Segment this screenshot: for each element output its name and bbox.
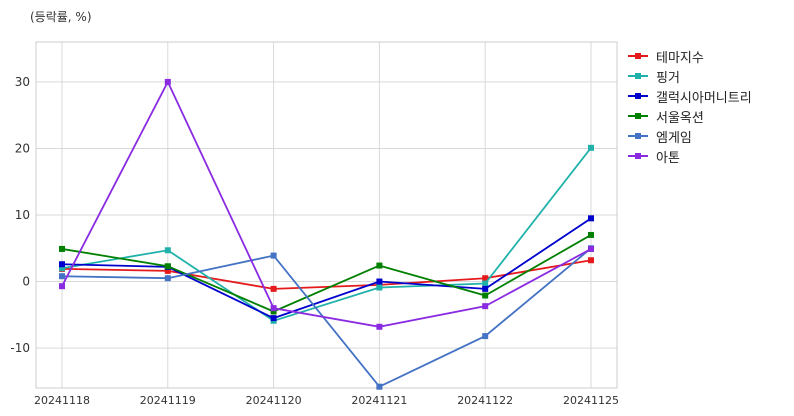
legend-label: 핑거 <box>656 70 680 86</box>
data-point <box>164 247 171 254</box>
legend-swatch-marker <box>635 53 641 59</box>
data-point <box>164 275 171 282</box>
y-unit-label: (등락률, %) <box>30 10 92 24</box>
y-tick-label: 0 <box>22 275 30 289</box>
x-tick-label: 20241118 <box>34 394 90 407</box>
legend-swatch <box>628 90 648 102</box>
legend-swatch-marker <box>635 113 641 119</box>
data-point <box>59 245 65 252</box>
data-point <box>588 257 594 264</box>
x-tick-label: 20241120 <box>246 394 302 407</box>
data-point <box>270 308 277 315</box>
data-point <box>270 285 277 292</box>
legend-label: 아톤 <box>656 150 680 166</box>
legend-swatch <box>628 150 648 162</box>
series-line <box>61 147 592 322</box>
legend-swatch-marker <box>635 73 641 79</box>
data-point <box>59 273 65 280</box>
legend-swatch-marker <box>635 153 641 159</box>
x-tick-label: 20241125 <box>563 394 619 407</box>
legend-swatch <box>628 50 648 62</box>
data-point <box>59 283 65 290</box>
y-tick-label: 30 <box>15 75 30 89</box>
data-point <box>482 333 489 340</box>
data-point <box>482 275 489 282</box>
data-point <box>376 323 383 330</box>
x-tick-label: 20241121 <box>351 394 407 407</box>
x-tick-label: 20241119 <box>140 394 196 407</box>
series-line <box>61 247 592 388</box>
data-point <box>59 265 65 272</box>
legend-swatch-marker <box>635 93 641 99</box>
data-point <box>164 263 171 270</box>
legend-item: 서울옥션 <box>628 106 752 126</box>
legend-item: 갤럭시아머니트리 <box>628 86 752 106</box>
data-point <box>376 262 383 269</box>
data-point <box>482 285 489 292</box>
data-point <box>588 245 594 252</box>
legend-swatch-marker <box>635 133 641 139</box>
legend-item: 엠게임 <box>628 126 752 146</box>
data-point <box>376 278 383 285</box>
series-line <box>61 217 592 320</box>
data-point <box>376 284 383 291</box>
series-line <box>61 79 592 328</box>
data-point <box>482 303 489 310</box>
data-point <box>588 144 594 151</box>
legend-label: 테마지수 <box>656 50 704 66</box>
plot-frame <box>35 41 618 389</box>
series-line <box>61 234 592 313</box>
data-point <box>482 292 489 299</box>
data-point <box>164 78 171 85</box>
y-tick-label: 10 <box>15 208 30 222</box>
legend-label: 엠게임 <box>656 130 692 146</box>
data-point <box>376 383 383 390</box>
legend-label: 서울옥션 <box>656 110 704 126</box>
data-point <box>270 252 277 259</box>
data-point <box>164 267 171 274</box>
legend-swatch <box>628 130 648 142</box>
legend-swatch <box>628 70 648 82</box>
data-point <box>270 315 277 322</box>
legend-swatch <box>628 110 648 122</box>
data-point <box>59 261 65 268</box>
series-line <box>61 259 592 290</box>
y-tick-label: -10 <box>10 341 30 355</box>
data-point <box>588 215 594 222</box>
legend-item: 핑거 <box>628 66 752 86</box>
legend-item: 테마지수 <box>628 46 752 66</box>
legend-label: 갤럭시아머니트리 <box>656 90 752 106</box>
y-tick-label: 20 <box>15 141 30 155</box>
legend-item: 아톤 <box>628 146 752 166</box>
data-point <box>588 231 594 238</box>
data-point <box>270 305 277 312</box>
data-point <box>482 280 489 287</box>
x-tick-label: 20241122 <box>457 394 513 407</box>
